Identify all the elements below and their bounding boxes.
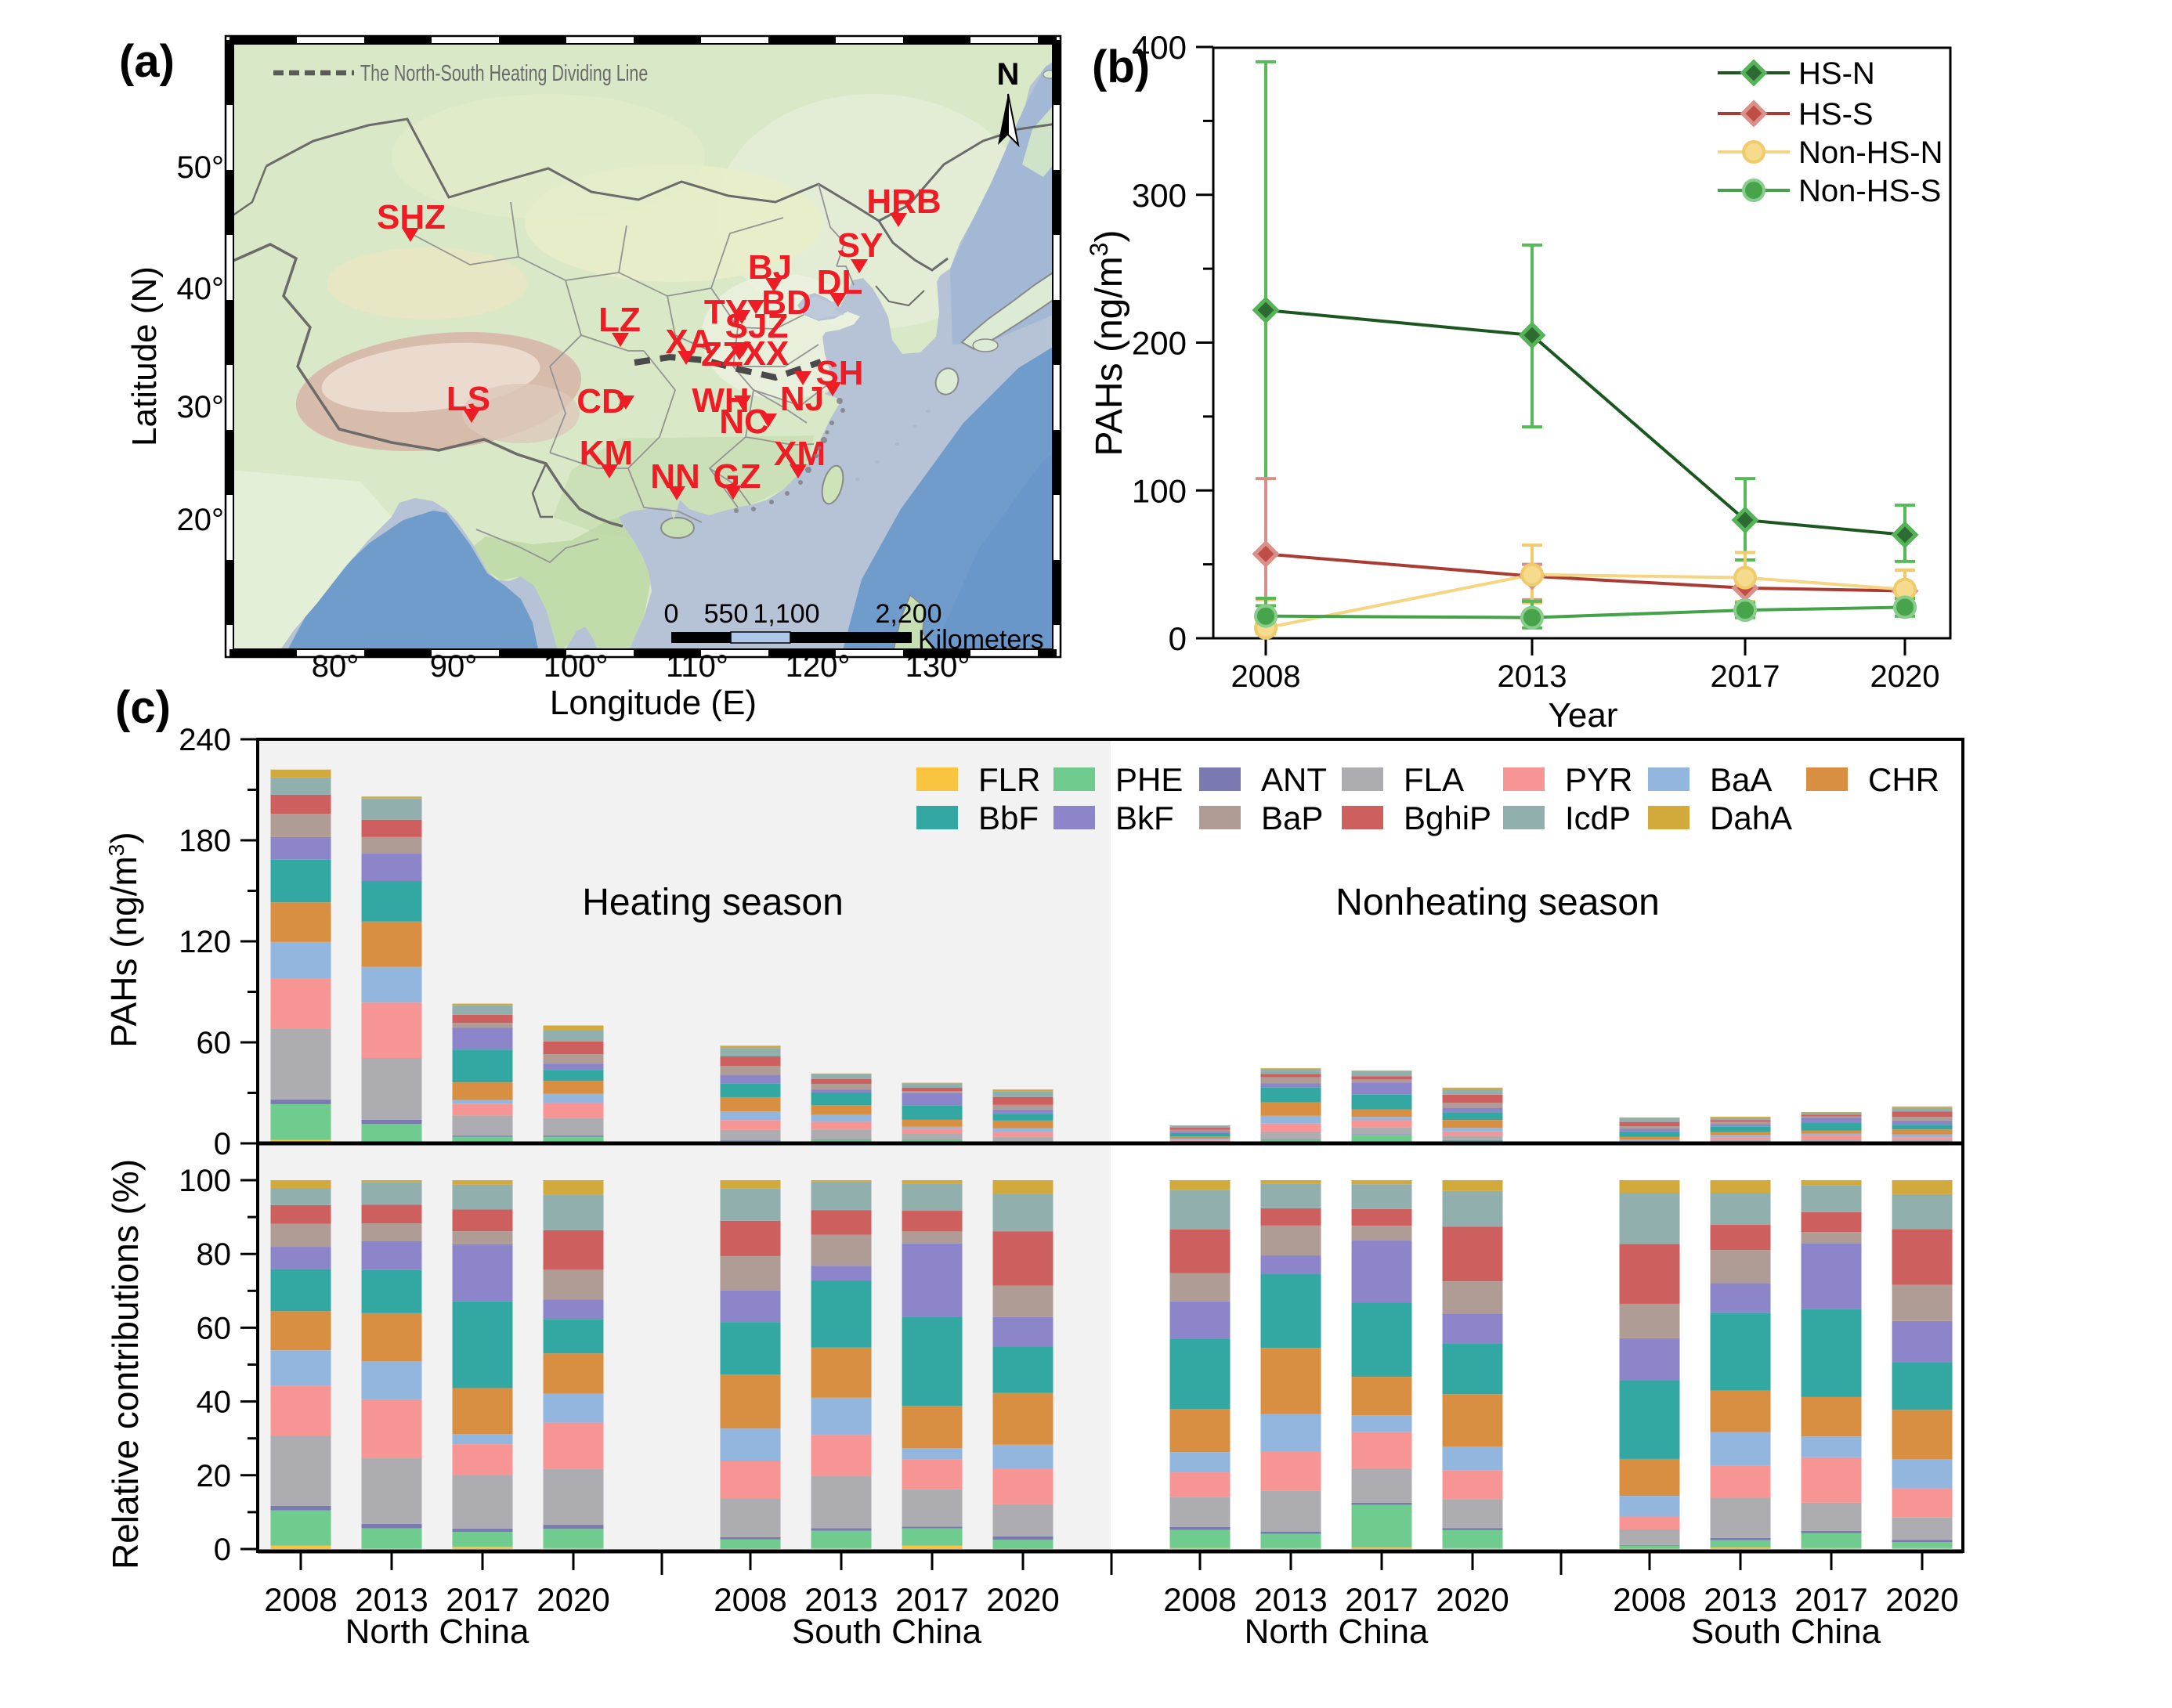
svg-text:40: 40 (197, 1385, 232, 1420)
svg-text:SY: SY (837, 226, 884, 265)
svg-text:BkF: BkF (1115, 800, 1174, 836)
svg-text:NC: NC (719, 403, 769, 441)
svg-text:2013: 2013 (804, 1581, 877, 1618)
svg-text:NJ: NJ (780, 380, 824, 418)
svg-text:0: 0 (664, 599, 679, 629)
svg-text:BaP: BaP (1261, 800, 1323, 836)
svg-text:BbF: BbF (978, 800, 1039, 836)
svg-text:N: N (997, 57, 1020, 92)
svg-text:60: 60 (197, 1311, 232, 1345)
svg-text:Nonheating season: Nonheating season (1335, 882, 1660, 923)
svg-text:80°: 80° (312, 649, 360, 684)
svg-text:2017: 2017 (1345, 1581, 1418, 1618)
svg-text:2013: 2013 (355, 1581, 428, 1618)
svg-text:130°: 130° (905, 649, 970, 684)
svg-text:120: 120 (179, 925, 231, 959)
svg-text:110°: 110° (666, 649, 728, 684)
svg-text:Relative contributions (%): Relative contributions (%) (105, 1159, 146, 1569)
svg-text:80: 80 (197, 1237, 232, 1272)
svg-text:0: 0 (214, 1127, 231, 1161)
svg-text:2017: 2017 (1794, 1581, 1867, 1618)
svg-text:BaA: BaA (1710, 761, 1772, 798)
svg-text:2020: 2020 (986, 1581, 1059, 1618)
svg-text:DahA: DahA (1710, 800, 1792, 836)
svg-text:IcdP: IcdP (1565, 800, 1631, 836)
svg-text:(b): (b) (1092, 42, 1150, 92)
svg-text:2008: 2008 (1613, 1581, 1686, 1618)
svg-text:2017: 2017 (895, 1581, 968, 1618)
svg-text:FLR: FLR (978, 761, 1040, 798)
svg-text:1,100: 1,100 (753, 599, 819, 629)
svg-text:30°: 30° (177, 390, 225, 424)
svg-text:HS-N: HS-N (1798, 56, 1875, 91)
svg-text:XX: XX (743, 334, 790, 373)
svg-text:100: 100 (179, 1164, 231, 1198)
svg-text:0: 0 (214, 1533, 231, 1567)
svg-text:2020: 2020 (1885, 1581, 1958, 1618)
svg-text:40°: 40° (177, 272, 225, 306)
svg-text:2008: 2008 (714, 1581, 786, 1618)
svg-text:2017: 2017 (1711, 659, 1780, 694)
svg-text:Latitude (N): Latitude (N) (125, 266, 164, 446)
svg-text:300: 300 (1132, 177, 1187, 214)
svg-text:2008: 2008 (1231, 659, 1301, 694)
svg-text:Year: Year (1549, 696, 1618, 735)
svg-text:240: 240 (179, 723, 231, 757)
svg-text:0: 0 (1169, 620, 1187, 657)
svg-text:20°: 20° (177, 503, 225, 537)
svg-text:SH: SH (815, 354, 863, 392)
svg-text:LZ: LZ (598, 301, 641, 339)
svg-text:South China: South China (792, 1612, 982, 1651)
svg-text:South China: South China (1691, 1612, 1881, 1651)
svg-text:2020: 2020 (1870, 659, 1940, 694)
svg-text:CD: CD (576, 382, 627, 421)
svg-text:550: 550 (704, 599, 749, 629)
svg-text:200: 200 (1132, 325, 1187, 362)
svg-text:2020: 2020 (1436, 1581, 1509, 1618)
svg-text:400: 400 (1132, 29, 1187, 66)
svg-text:BghiP: BghiP (1404, 800, 1491, 836)
svg-text:2013: 2013 (1704, 1581, 1776, 1618)
svg-text:20: 20 (197, 1459, 232, 1493)
svg-text:SJZ: SJZ (725, 307, 789, 345)
svg-text:CHR: CHR (1868, 761, 1939, 798)
svg-text:HS-S: HS-S (1798, 97, 1874, 132)
svg-text:North China: North China (1245, 1612, 1429, 1651)
svg-text:2,200: 2,200 (875, 599, 941, 629)
svg-text:2008: 2008 (264, 1581, 337, 1618)
svg-text:PHE: PHE (1115, 761, 1183, 798)
svg-text:Longitude (E): Longitude (E) (550, 684, 757, 722)
svg-text:50°: 50° (177, 150, 225, 185)
svg-text:PAHs (ng/m3): PAHs (ng/m3) (1085, 230, 1130, 457)
svg-text:(c): (c) (115, 682, 171, 733)
svg-text:90°: 90° (430, 649, 478, 684)
svg-text:Non-HS-N: Non-HS-N (1798, 135, 1943, 170)
svg-text:Non-HS-S: Non-HS-S (1798, 174, 1941, 208)
svg-text:120°: 120° (786, 649, 851, 684)
svg-text:(a): (a) (119, 36, 175, 87)
svg-text:FLA: FLA (1404, 761, 1464, 798)
svg-text:PAHs (ng/m3): PAHs (ng/m3) (103, 832, 144, 1047)
svg-text:PYR: PYR (1565, 761, 1632, 798)
svg-text:2020: 2020 (537, 1581, 609, 1618)
svg-text:The North-South Heating Dividi: The North-South Heating Dividing Line (360, 61, 648, 86)
svg-text:100°: 100° (544, 649, 609, 684)
svg-text:Heating season: Heating season (582, 882, 844, 923)
svg-text:100: 100 (1132, 472, 1187, 509)
svg-text:North China: North China (345, 1612, 529, 1651)
svg-text:2013: 2013 (1498, 659, 1567, 694)
svg-text:2017: 2017 (446, 1581, 519, 1618)
svg-text:180: 180 (179, 824, 231, 858)
svg-text:BD: BD (761, 283, 811, 322)
svg-text:60: 60 (197, 1026, 232, 1060)
svg-text:2013: 2013 (1254, 1581, 1327, 1618)
svg-text:2008: 2008 (1163, 1581, 1236, 1618)
svg-text:ANT: ANT (1261, 761, 1327, 798)
